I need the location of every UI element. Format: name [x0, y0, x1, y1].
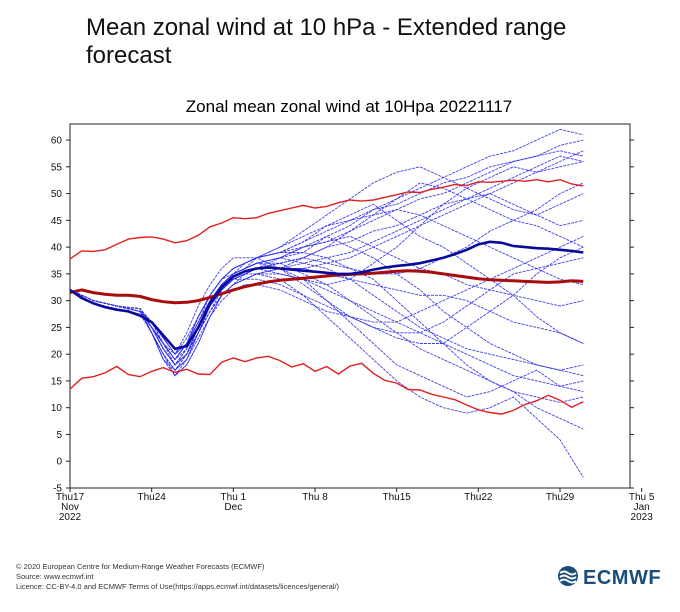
ensemble-member-line	[69, 150, 584, 361]
logo-text: ECMWF	[583, 566, 662, 589]
y-tick-label: 30	[51, 296, 63, 307]
page-title: Mean zonal wind at 10 hPa - Extended ran…	[86, 14, 567, 69]
y-tick-label: 25	[51, 323, 63, 334]
y-tick-label: 10	[51, 403, 63, 414]
ensemble-member-line	[69, 161, 584, 371]
chart-container: Zonal mean zonal wind at 10Hpa 20221117 …	[0, 88, 680, 538]
source-line: Source: www.ecmwf.int	[16, 572, 94, 581]
ensemble-member-line	[69, 268, 584, 377]
ensemble-member-line	[69, 150, 584, 371]
y-tick-label: 15	[51, 376, 63, 387]
x-tick-label: 2023	[631, 512, 654, 523]
ensemble-members	[69, 128, 584, 478]
y-tick-label: 0	[56, 457, 62, 468]
y-tick-label: 20	[51, 350, 63, 361]
ensemble-member-line	[69, 139, 584, 361]
ensemble-member-line	[69, 262, 584, 403]
ensemble-mean-line	[69, 240, 584, 351]
y-tick-label: 50	[51, 189, 63, 200]
x-tick-label: Nov	[61, 502, 79, 513]
x-tick-label: Thu 8	[302, 492, 328, 503]
ensemble-member-line	[69, 262, 584, 398]
y-tick-label: 55	[51, 162, 63, 173]
ensemble-member-line	[69, 235, 584, 371]
climatology-mean-line	[69, 269, 584, 305]
x-tick-label: Dec	[224, 502, 242, 513]
x-tick-label: Jan	[634, 502, 650, 513]
x-tick-label: 2022	[59, 512, 82, 523]
zonal-wind-chart: Zonal mean zonal wind at 10Hpa 20221117 …	[51, 97, 655, 523]
x-tick-label: Thu17	[56, 492, 85, 503]
x-tick-label: Thu29	[546, 492, 575, 503]
copyright-line: © 2020 European Centre for Medium-Range …	[16, 562, 265, 571]
ensemble-mean-layer	[69, 240, 584, 351]
ensemble-member-line	[69, 273, 584, 393]
ecmwf-wave-icon	[556, 565, 580, 592]
y-tick-label: -5	[53, 484, 62, 495]
ensemble-member-line	[69, 166, 584, 366]
ensemble-member-line	[69, 155, 584, 377]
x-tick-label: Thu24	[137, 492, 166, 503]
y-tick-label: 35	[51, 269, 63, 280]
y-tick-label: 45	[51, 216, 63, 227]
y-tick-label: 40	[51, 243, 63, 254]
ensemble-member-line	[69, 273, 584, 478]
x-tick-label: Thu15	[382, 492, 411, 503]
climatology-lines	[69, 178, 584, 415]
x-tick-label: Thu 5	[629, 492, 655, 503]
x-tick-label: Thu 1	[221, 492, 247, 503]
plot-frame	[69, 123, 631, 489]
y-tick-label: 60	[51, 136, 63, 147]
climatology-lower-line	[69, 355, 584, 415]
ensemble-member-line	[69, 257, 584, 371]
licence-line: Licence: CC-BY-4.0 and ECMWF Terms of Us…	[16, 582, 340, 591]
ecmwf-logo: ECMWF	[556, 565, 662, 592]
y-axis: -5 0 5 10 15 20 25 30 35 40 45 50 55 60	[51, 136, 634, 495]
y-tick-label: 5	[56, 430, 62, 441]
chart-title: Zonal mean zonal wind at 10Hpa 20221117	[186, 97, 512, 116]
ensemble-member-line	[69, 128, 584, 366]
climatology-upper-line	[69, 178, 584, 260]
footer-credits: © 2020 European Centre for Medium-Range …	[16, 562, 486, 592]
x-tick-label: Thu22	[464, 492, 493, 503]
